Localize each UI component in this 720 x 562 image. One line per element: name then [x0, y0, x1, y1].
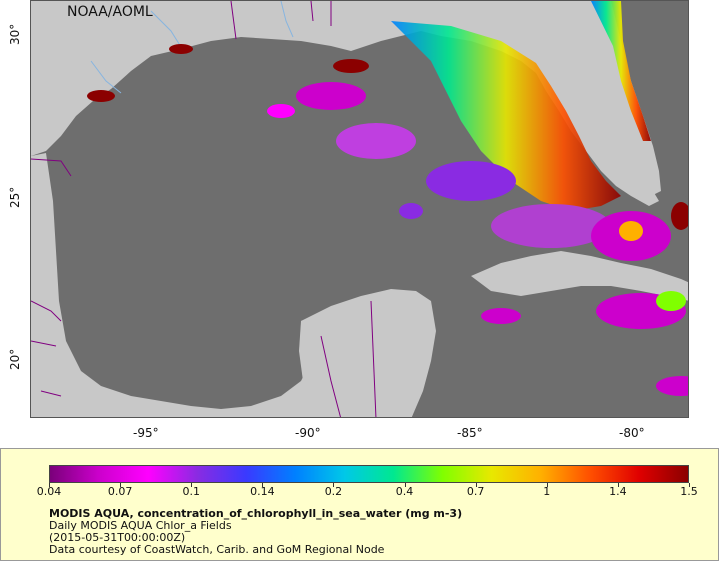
- longitude-label: -80°: [619, 426, 645, 440]
- colorbar-tick-label: 0.7: [466, 485, 485, 498]
- colorbar-tickmark: [120, 483, 122, 487]
- colorbar-tickmark: [262, 483, 264, 487]
- colorbar-tick-label: 0.07: [107, 485, 133, 498]
- yucatan-peninsula: [299, 289, 436, 417]
- colorbar-tickmark: [191, 483, 193, 487]
- date-label: (2015-05-31T00:00:00Z): [49, 531, 186, 544]
- colorbar-tick-label: 0.4: [395, 485, 414, 498]
- longitude-label: -90°: [295, 426, 321, 440]
- legend-panel: 0.04 0.07 0.1 0.14 0.2 0.4 0.7 1 1.4 1.5 MODIS AQ…: [0, 448, 719, 561]
- latitude-label: 30°: [8, 23, 22, 45]
- colorbar-tick-label: 1.4: [609, 485, 627, 498]
- data-credit: Data courtesy of CoastWatch, Carib. and …: [49, 543, 385, 556]
- chlorophyll-patches: [267, 82, 688, 396]
- colorbar-tickmark: [546, 483, 548, 487]
- colorbar-tickmark: [617, 483, 619, 487]
- colorbar-tick-label: 1.5: [680, 485, 698, 498]
- rivers: [90, 1, 294, 94]
- us-mainland: [31, 1, 659, 206]
- florida-east-coast-bloom: [591, 1, 651, 141]
- colorbar-tick-label: 0.04: [36, 485, 62, 498]
- longitude-label: -95°: [133, 426, 159, 440]
- colorbar-tickmark: [333, 483, 335, 487]
- latitude-label: 25°: [8, 186, 22, 208]
- cuba-island: [471, 251, 688, 301]
- colorbar-tick-label: 0.14: [250, 485, 275, 498]
- map-panel[interactable]: NOAA/AOML: [30, 0, 689, 418]
- colorbar-tickmark: [404, 483, 406, 487]
- latitude-label: 20°: [8, 348, 22, 370]
- colorbar-tickmark: [475, 483, 477, 487]
- florida-peninsula: [576, 1, 661, 196]
- colorbar-tick-label: 1: [543, 485, 551, 498]
- credit-label: NOAA/AOML: [67, 4, 153, 20]
- colorbar-tick-label: 0.2: [324, 485, 343, 498]
- high-chlorophyll-coastal-patches: [87, 44, 688, 230]
- dataset-name: Daily MODIS AQUA Chlor_a Fields: [49, 519, 232, 532]
- atlantic-ocean: [591, 1, 688, 199]
- colorbar-tickmark: [49, 483, 50, 487]
- chlorophyll-map: [31, 1, 688, 417]
- political-borders: [31, 1, 377, 417]
- colorbar: [49, 465, 689, 483]
- colorbar-tick-label: 0.1: [182, 485, 200, 498]
- colorbar-tickmark: [689, 483, 690, 487]
- florida-shelf-bloom: [391, 21, 621, 211]
- variable-title: MODIS AQUA, concentration_of_chlorophyll…: [49, 507, 463, 520]
- longitude-label: -85°: [457, 426, 483, 440]
